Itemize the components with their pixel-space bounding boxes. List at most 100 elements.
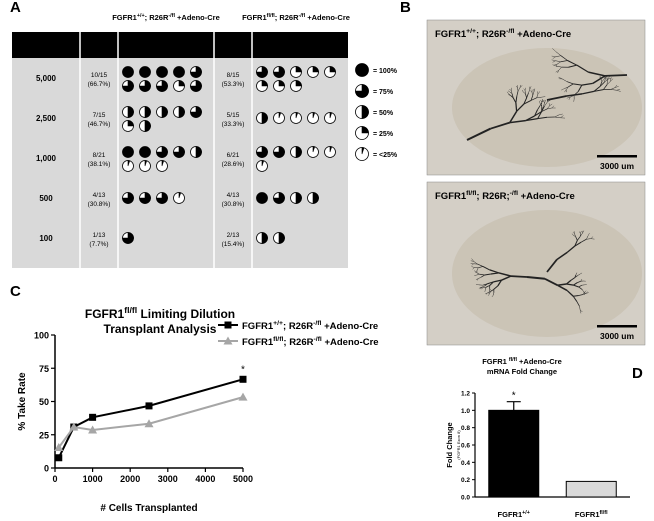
fat-pad-pie xyxy=(122,80,134,92)
marker xyxy=(145,402,153,410)
duct xyxy=(489,291,491,295)
duct xyxy=(584,284,587,286)
fat-pad-pie xyxy=(295,66,302,73)
marker xyxy=(238,392,248,401)
duct xyxy=(581,82,593,86)
fat-pad-pie xyxy=(261,232,268,244)
image-caption-part: fl/fl xyxy=(466,190,476,197)
duct xyxy=(546,105,550,110)
x-tick-label: 2000 xyxy=(120,474,140,484)
duct xyxy=(574,233,576,237)
duct xyxy=(523,91,526,94)
duct xyxy=(587,233,590,236)
fat-pad-pie xyxy=(122,232,134,244)
duct xyxy=(544,101,548,107)
legend-pie xyxy=(355,63,369,77)
image-caption-part: +Adeno-Cre xyxy=(514,29,571,40)
duct xyxy=(560,55,568,61)
scale-bar xyxy=(597,155,637,158)
duct xyxy=(604,76,606,79)
cell-count: 500 xyxy=(39,194,53,203)
image-caption-part: -/fl xyxy=(510,190,518,197)
fat-pad-pie xyxy=(161,106,168,118)
duct xyxy=(566,279,572,285)
duct xyxy=(599,81,605,87)
fat-pad-pie xyxy=(256,192,268,204)
duct xyxy=(572,232,575,234)
y-tick-label: 0.8 xyxy=(461,425,470,432)
duct xyxy=(517,87,521,92)
duct xyxy=(575,272,578,275)
fat-pad-pie xyxy=(122,66,134,78)
duct xyxy=(508,94,511,96)
fat-pad-pie xyxy=(127,160,131,167)
chart-title-part: FGFR1 xyxy=(85,307,125,321)
duct xyxy=(476,267,479,271)
duct xyxy=(493,285,499,290)
duct xyxy=(490,272,500,275)
bar xyxy=(488,409,540,498)
duct xyxy=(568,83,574,88)
fat-pad-pie xyxy=(312,112,316,119)
column-header: Of Cells xyxy=(33,42,60,49)
duct xyxy=(525,117,538,122)
image-caption-part: ; R26R; xyxy=(476,191,509,202)
legend-label-part: -/fl xyxy=(313,336,321,343)
duct xyxy=(477,263,484,267)
fat-pad-pie xyxy=(127,106,134,118)
fat-pad-pie xyxy=(278,232,285,244)
chart-subtitle: mRNA Fold Change xyxy=(487,367,557,376)
duct xyxy=(543,102,545,107)
fat-pad-pie xyxy=(329,112,333,119)
duct xyxy=(487,293,490,296)
column-header: Rate xyxy=(225,46,240,53)
duct xyxy=(523,88,526,91)
duct xyxy=(573,83,582,86)
duct xyxy=(539,103,542,107)
duct xyxy=(481,286,485,288)
column-header: Take xyxy=(91,37,107,44)
duct xyxy=(534,109,538,117)
duct xyxy=(482,287,487,289)
duct xyxy=(573,284,579,288)
duct xyxy=(577,84,583,92)
duct xyxy=(531,92,533,96)
duct xyxy=(577,280,581,283)
chart-title-part: Limiting Dilution xyxy=(137,307,235,321)
duct xyxy=(474,274,477,276)
duct xyxy=(537,116,548,120)
fat-pad-pie xyxy=(139,66,151,78)
duct xyxy=(485,292,488,295)
duct xyxy=(466,127,491,141)
duct xyxy=(580,233,583,237)
take-rate: 8/15 xyxy=(227,72,240,79)
duct xyxy=(600,78,603,82)
duct xyxy=(558,113,563,116)
duct xyxy=(602,84,608,90)
duct xyxy=(490,121,511,130)
duct xyxy=(546,95,567,101)
duct xyxy=(555,64,558,67)
duct xyxy=(489,269,500,274)
duct xyxy=(603,75,606,79)
duct xyxy=(575,236,578,241)
take-rate: 10/15 xyxy=(91,72,108,79)
fat-pad-pie xyxy=(190,66,202,78)
group-header-part: +/+ xyxy=(137,13,145,19)
duct xyxy=(547,99,551,103)
duct xyxy=(560,60,568,63)
duct xyxy=(546,107,552,110)
duct xyxy=(578,231,581,234)
fat-pad-pie xyxy=(273,192,285,204)
duct xyxy=(510,275,528,278)
column-header: Filled xyxy=(291,46,309,53)
duct xyxy=(540,99,542,103)
duct xyxy=(537,91,539,94)
fat-pad-pie xyxy=(261,80,268,87)
fat-pad-pie xyxy=(139,146,151,158)
duct xyxy=(586,238,591,240)
duct xyxy=(489,281,494,286)
legend-label-part: +Adeno-Cre xyxy=(322,337,379,348)
duct xyxy=(580,238,587,243)
x-axis-label: # Cells Transplanted xyxy=(100,503,197,514)
